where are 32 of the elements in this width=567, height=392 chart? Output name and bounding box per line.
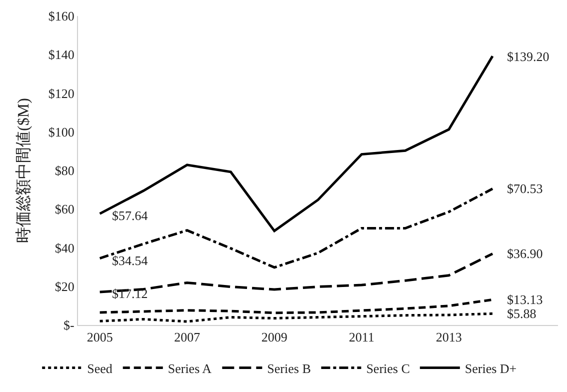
legend-label: Series C	[366, 360, 410, 376]
data-label: $70.53	[507, 181, 543, 196]
y-tick-label: $60	[54, 202, 74, 217]
x-tick-label: 2007	[174, 330, 201, 345]
y-tick-label: $120	[48, 86, 74, 101]
line-series	[98, 312, 494, 323]
legend-label: Series A	[168, 360, 212, 376]
data-label: $5.88	[507, 306, 536, 321]
data-label: $34.54	[112, 253, 148, 268]
legend-label: Series D+	[464, 360, 517, 376]
x-tick-label: 2009	[261, 330, 288, 345]
y-tick-label: $160	[48, 8, 74, 24]
data-label: $13.13	[507, 292, 543, 307]
y-tick-label: $40	[54, 240, 74, 256]
x-tick-label: 2013	[436, 330, 462, 345]
legend-label: Seed	[87, 360, 113, 376]
x-tick-label: 2011	[348, 330, 374, 345]
x-tick-label: 2005	[86, 330, 113, 345]
y-tick-label: $20	[54, 278, 74, 294]
legend-label: Series B	[267, 360, 312, 376]
y-tick-label: $100	[48, 124, 74, 140]
y-tick-label: $-	[64, 318, 74, 333]
y-axis-title: 時価総額中間値($M)	[14, 98, 32, 243]
y-tick-label: $80	[54, 163, 74, 178]
data-label: $139.20	[507, 49, 550, 64]
data-label: $57.64	[112, 208, 148, 223]
data-label: $36.90	[507, 246, 543, 261]
line-series	[98, 188, 494, 269]
y-tick-label: $140	[48, 47, 74, 62]
data-label: $17.12	[112, 286, 148, 301]
line-series	[98, 54, 494, 232]
line-series	[98, 298, 494, 314]
